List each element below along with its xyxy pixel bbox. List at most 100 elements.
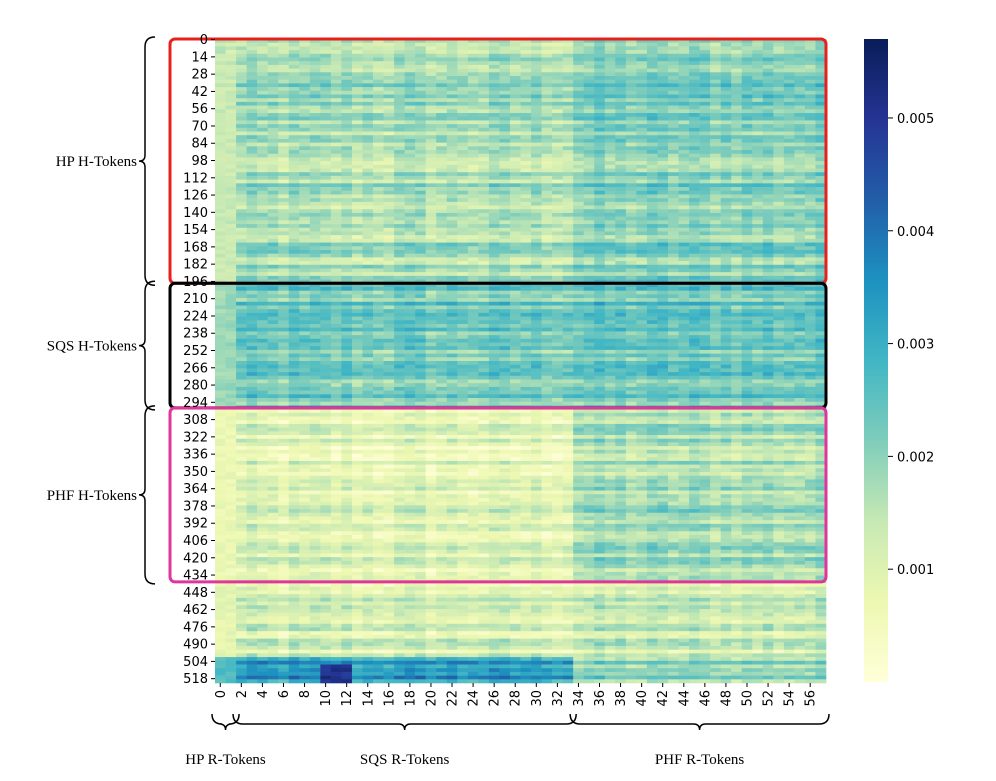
heatmap-cell — [457, 235, 469, 240]
heatmap-cell — [267, 183, 279, 188]
heatmap-cell — [425, 39, 437, 43]
heatmap-cell — [783, 272, 795, 277]
heatmap-cell — [794, 238, 806, 243]
heatmap-cell — [604, 349, 616, 354]
heatmap-cell — [541, 42, 553, 47]
heatmap-cell — [394, 64, 405, 69]
heatmap-cell — [710, 53, 721, 58]
heatmap-cell — [436, 342, 448, 347]
heatmap-cell — [541, 316, 553, 321]
heatmap-cell — [562, 109, 574, 114]
heatmap-cell — [583, 179, 595, 184]
heatmap-cell — [425, 116, 437, 121]
heatmap-cell — [467, 105, 479, 110]
heatmap-cell — [351, 335, 363, 340]
heatmap-cell — [383, 127, 395, 132]
heatmap-cell — [499, 76, 511, 81]
heatmap-cell — [741, 183, 753, 188]
heatmap-cell — [383, 194, 395, 199]
heatmap-cell — [794, 39, 806, 43]
heatmap-cell — [257, 323, 268, 328]
heatmap-cell — [267, 42, 279, 47]
heatmap-cell — [436, 175, 448, 180]
heatmap-cell — [320, 335, 332, 340]
heatmap-cell — [309, 127, 321, 132]
heatmap-cell — [499, 142, 511, 147]
heatmap-cell — [646, 98, 658, 103]
heatmap-cell — [309, 231, 321, 236]
heatmap-cell — [246, 294, 258, 299]
heatmap-cell — [488, 127, 500, 132]
heatmap-cell — [541, 135, 553, 140]
heatmap-cell — [446, 53, 458, 58]
heatmap-cell — [720, 175, 732, 180]
heatmap-cell — [731, 253, 743, 258]
heatmap-cell — [762, 179, 774, 184]
heatmap-cell — [752, 64, 764, 69]
heatmap-cell — [531, 286, 542, 291]
heatmap-cell — [541, 312, 553, 317]
heatmap-cell — [351, 246, 363, 251]
heatmap-cell — [299, 76, 311, 81]
heatmap-cell — [299, 64, 311, 69]
heatmap-cell — [710, 87, 721, 92]
heatmap-cell — [467, 179, 479, 184]
heatmap-cell — [573, 190, 584, 195]
heatmap-cell — [731, 172, 743, 177]
heatmap-cell — [636, 309, 648, 314]
heatmap-cell — [720, 338, 732, 343]
heatmap-cell — [425, 175, 437, 180]
heatmap-cell — [425, 50, 437, 55]
heatmap-cell — [762, 253, 774, 258]
heatmap-cell — [804, 346, 816, 351]
heatmap-cell — [741, 101, 753, 106]
heatmap-cell — [520, 124, 532, 129]
heatmap-cell — [562, 338, 574, 343]
heatmap-cell — [625, 201, 637, 206]
heatmap-cell — [488, 172, 500, 177]
heatmap-cell — [752, 279, 764, 284]
heatmap-cell — [562, 138, 574, 143]
heatmap-cell — [225, 68, 237, 73]
heatmap-cell — [351, 179, 363, 184]
heatmap-cell — [457, 316, 469, 321]
heatmap-cell — [573, 90, 584, 95]
heatmap-cell — [573, 301, 584, 306]
heatmap-cell — [762, 353, 774, 358]
heatmap-cell — [520, 57, 532, 62]
heatmap-cell — [815, 46, 827, 51]
heatmap-cell — [383, 331, 395, 336]
heatmap-cell — [362, 79, 374, 84]
heatmap-cell — [552, 94, 563, 99]
heatmap-cell — [678, 101, 690, 106]
heatmap-cell — [783, 320, 795, 325]
heatmap-cell — [752, 231, 764, 236]
heatmap-cell — [562, 346, 574, 351]
heatmap-cell — [457, 253, 469, 258]
heatmap-cell — [731, 335, 743, 340]
heatmap-cell — [804, 90, 816, 95]
heatmap-cell — [689, 301, 700, 306]
heatmap-cell — [330, 331, 342, 336]
heatmap-cell — [404, 190, 416, 195]
heatmap-cell — [225, 220, 237, 225]
heatmap-cell — [594, 283, 606, 288]
heatmap-cell — [794, 183, 806, 188]
heatmap-cell — [531, 261, 542, 266]
heatmap-cell — [731, 187, 743, 192]
heatmap-cell — [804, 57, 816, 62]
heatmap-cell — [309, 209, 321, 214]
heatmap-cell — [752, 327, 764, 332]
heatmap-cell — [278, 64, 290, 69]
heatmap-cell — [541, 309, 553, 314]
heatmap-cell — [783, 161, 795, 166]
heatmap-cell — [562, 120, 574, 125]
heatmap-cell — [246, 264, 258, 269]
heatmap-cell — [320, 279, 332, 284]
heatmap-cell — [573, 157, 584, 162]
heatmap-cell — [499, 116, 511, 121]
heatmap-cell — [278, 264, 290, 269]
heatmap-cell — [762, 331, 774, 336]
heatmap-cell — [699, 342, 711, 347]
heatmap-cell — [488, 168, 500, 173]
